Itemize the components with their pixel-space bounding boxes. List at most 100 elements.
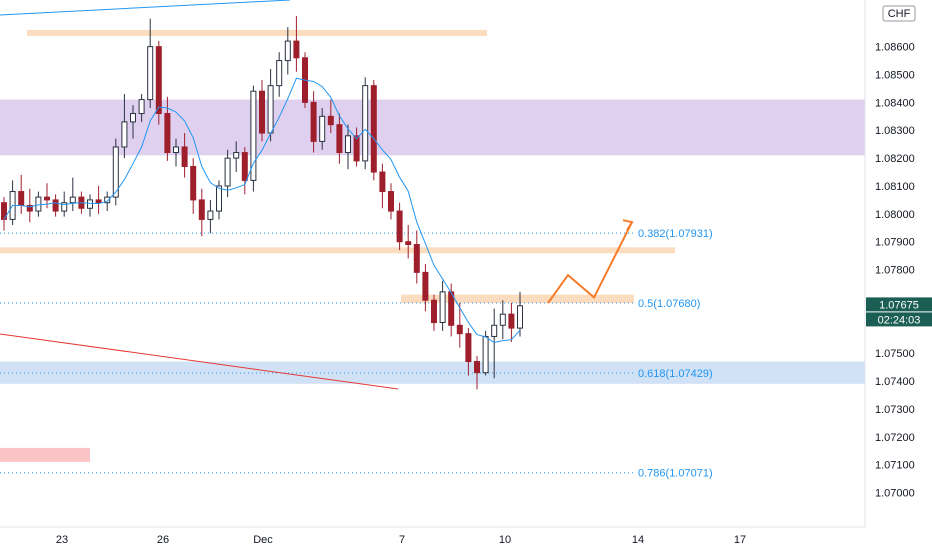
currency-badge[interactable]: CHF <box>882 5 916 22</box>
candle[interactable] <box>310 91 317 153</box>
candle-body <box>422 271 429 301</box>
price-tick-label: 1.08100 <box>875 181 915 193</box>
candle[interactable] <box>517 291 523 337</box>
candle[interactable] <box>370 80 377 181</box>
projection-arrowhead <box>622 219 634 231</box>
price-axis[interactable]: 1.08600 1.08500 1.08400 1.08300 1.08200 1.081… <box>875 42 915 500</box>
last-price-value: 1.07675 <box>879 299 919 311</box>
candle-body <box>155 46 162 115</box>
candle-body <box>491 324 498 337</box>
candle-body <box>310 101 317 142</box>
zone-resistance[interactable] <box>0 247 675 254</box>
candle[interactable] <box>1 197 7 231</box>
candle[interactable] <box>233 141 240 173</box>
candle-body <box>112 146 119 198</box>
candle-body <box>130 113 136 123</box>
candle-body <box>216 185 222 212</box>
candle[interactable] <box>405 224 412 259</box>
candle[interactable] <box>216 180 222 220</box>
candle[interactable] <box>474 355 480 390</box>
candle[interactable] <box>276 52 283 97</box>
candle[interactable] <box>87 194 93 217</box>
candle-body <box>69 196 76 204</box>
candle[interactable] <box>198 188 205 237</box>
zone-pivot[interactable] <box>401 294 634 304</box>
upper-trend-line[interactable] <box>0 0 291 16</box>
fib-label: 0.618(1.07429) <box>638 368 713 380</box>
candle[interactable] <box>164 96 171 161</box>
candle[interactable] <box>336 113 343 164</box>
candle[interactable] <box>319 107 326 150</box>
candle-body <box>224 157 231 187</box>
candle-body <box>431 299 437 324</box>
fib-label: 0.382(1.07931) <box>638 228 713 240</box>
candlestick-series <box>1 16 523 390</box>
candle[interactable] <box>112 138 119 206</box>
candle[interactable] <box>26 188 33 223</box>
candle[interactable] <box>207 199 214 234</box>
candle-body <box>396 210 403 243</box>
candle[interactable] <box>130 105 136 139</box>
candle-body <box>173 146 179 154</box>
candle-body <box>388 191 394 212</box>
candle-body <box>517 305 523 329</box>
candle-body <box>35 196 42 212</box>
time-tick-label: 17 <box>734 534 746 546</box>
price-tick-label: 1.07900 <box>875 237 915 249</box>
candle[interactable] <box>52 194 59 217</box>
candle[interactable] <box>396 202 403 251</box>
lower-trend-line[interactable] <box>0 333 399 390</box>
candle[interactable] <box>353 127 360 167</box>
candle-body <box>52 199 59 212</box>
candle[interactable] <box>431 294 437 331</box>
candle-body <box>336 124 343 154</box>
candle[interactable] <box>345 124 351 170</box>
price-tick-label: 1.07300 <box>875 404 915 416</box>
candle[interactable] <box>413 230 420 284</box>
candle[interactable] <box>439 280 446 331</box>
time-tick-label: 10 <box>499 534 511 546</box>
candle-body <box>181 146 188 167</box>
countdown-value: 02:24:03 <box>878 314 921 326</box>
candle[interactable] <box>284 27 291 75</box>
candle[interactable] <box>173 138 179 167</box>
candle[interactable] <box>499 300 506 340</box>
candle[interactable] <box>465 328 472 376</box>
zone-demand[interactable] <box>0 447 90 462</box>
candle[interactable] <box>241 146 248 195</box>
candle[interactable] <box>259 80 265 142</box>
candle[interactable] <box>147 18 154 108</box>
candle-body <box>465 333 472 363</box>
candle[interactable] <box>456 303 463 348</box>
candle[interactable] <box>327 99 334 134</box>
time-tick-label: 7 <box>399 534 405 546</box>
candle[interactable] <box>95 185 102 214</box>
candle[interactable] <box>190 158 197 214</box>
candle[interactable] <box>422 264 429 312</box>
candle-body <box>405 241 412 245</box>
candle[interactable] <box>155 41 162 125</box>
projection-path[interactable] <box>547 221 633 304</box>
zone-resistance[interactable] <box>27 29 487 36</box>
candle[interactable] <box>181 133 188 178</box>
time-axis[interactable]: 23 26 Dec 7 10 14 17 <box>56 534 746 546</box>
candle-body <box>18 191 25 206</box>
candle[interactable] <box>362 77 369 170</box>
candle[interactable] <box>250 85 257 192</box>
price-tick-label: 1.07500 <box>875 348 915 360</box>
candle[interactable] <box>224 149 231 198</box>
time-tick-label: 23 <box>56 534 68 546</box>
candle[interactable] <box>508 303 515 343</box>
candle[interactable] <box>69 177 76 212</box>
zone-supply[interactable] <box>0 99 865 156</box>
candle[interactable] <box>138 94 145 122</box>
candle-body <box>259 90 265 134</box>
candle[interactable] <box>121 94 128 159</box>
candle[interactable] <box>293 16 300 72</box>
candle[interactable] <box>491 308 498 379</box>
last-price-badge: 1.07675 02:24:03 <box>866 297 932 327</box>
candle[interactable] <box>35 191 42 217</box>
candle[interactable] <box>388 183 394 220</box>
candle[interactable] <box>379 163 386 209</box>
